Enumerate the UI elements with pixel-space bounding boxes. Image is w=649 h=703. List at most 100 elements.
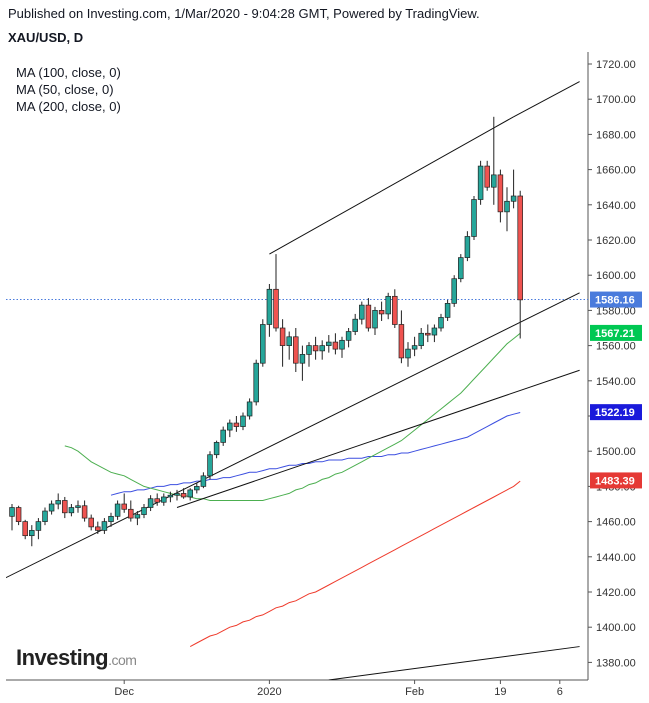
candle-body [141, 507, 147, 515]
candle-body [253, 362, 259, 403]
candle-body [352, 318, 358, 332]
candle-body [161, 496, 167, 503]
candle-body [75, 505, 81, 508]
price-tick-label: 1560.00 [596, 341, 636, 353]
candle-body [121, 503, 127, 510]
price-tick-label: 1420.00 [596, 587, 636, 599]
candle-body [286, 336, 292, 346]
logo-brand: Investing [16, 645, 109, 670]
trendline [269, 116, 514, 255]
candle-body [260, 324, 266, 364]
candle-body [134, 514, 141, 519]
trendline [176, 369, 580, 508]
candle-body [385, 295, 391, 315]
symbol-title: XAU/USD, D [8, 30, 84, 45]
candle-body [484, 165, 490, 188]
price-tick-label: 1500.00 [596, 446, 636, 458]
candle-body [174, 493, 180, 496]
candle-body [378, 310, 385, 315]
legend-ma100[interactable]: MA (100, close, 0) [16, 65, 121, 80]
candle-body [29, 530, 35, 537]
candle-body [365, 304, 372, 329]
candle-body [339, 339, 345, 350]
plot-area [6, 81, 588, 680]
price-tick-label: 1600.00 [596, 270, 636, 282]
time-tick-label: 6 [557, 686, 563, 698]
candle-body [114, 503, 121, 517]
candle-body [266, 288, 273, 325]
candle-body [425, 332, 431, 336]
candle-body [180, 493, 187, 498]
candle-body [81, 505, 88, 519]
published-header: Published on Investing.com, 1/Mar/2020 -… [8, 6, 480, 21]
candle-body [200, 475, 207, 487]
legend-ma200[interactable]: MA (200, close, 0) [16, 99, 121, 114]
candle-body [88, 517, 94, 528]
ma50-line [64, 332, 521, 501]
time-tick-label: Dec [114, 686, 134, 698]
candle-body [411, 345, 418, 350]
legend-ma50[interactable]: MA (50, close, 0) [16, 82, 114, 97]
ma200-line [189, 480, 521, 648]
candle-body [35, 521, 42, 531]
price-label-text: 1567.21 [595, 328, 635, 340]
candle-body [207, 454, 213, 477]
candle-body [444, 303, 451, 318]
time-tick-label: 2020 [257, 686, 281, 698]
candle-body [240, 415, 246, 427]
candle-body [279, 327, 286, 346]
candle-body [220, 429, 226, 443]
candle-body [154, 498, 160, 503]
price-label-badge [590, 291, 642, 308]
candle-body [418, 332, 424, 346]
candle-body [68, 507, 75, 514]
candle-body [438, 317, 444, 329]
candle-body [293, 336, 299, 364]
trendline [513, 81, 580, 118]
price-tick-label: 1580.00 [596, 305, 636, 317]
price-label-text: 1586.16 [595, 295, 635, 307]
candle-body [213, 442, 220, 456]
candle-body [306, 345, 312, 355]
price-label-badge [590, 324, 642, 341]
candle-body [22, 521, 28, 537]
ma100-line [110, 412, 521, 496]
candle-body [312, 345, 319, 352]
candle-body [273, 288, 279, 329]
candle-body [359, 304, 365, 320]
candle-body [477, 165, 484, 200]
candle-body [15, 507, 22, 522]
price-tick-label: 1640.00 [596, 200, 636, 212]
price-tick-label: 1620.00 [596, 235, 636, 247]
candle-body [392, 295, 398, 325]
price-tick-label: 1680.00 [596, 129, 636, 141]
candle-body [9, 507, 15, 517]
candle-body [108, 515, 114, 522]
candle-body [147, 498, 154, 508]
candle-body [504, 200, 510, 213]
candle-body [299, 354, 306, 364]
price-tick-label: 1660.00 [596, 165, 636, 177]
candle-body [233, 422, 240, 427]
candle-body [194, 486, 200, 491]
price-label-badge [590, 472, 642, 489]
price-tick-label: 1700.00 [596, 94, 636, 106]
trendline [6, 292, 580, 579]
investing-logo: Investing.com [16, 645, 137, 671]
candle-body [319, 345, 325, 352]
price-tick-label: 1460.00 [596, 517, 636, 529]
candle-body [246, 401, 253, 417]
price-tick-label: 1440.00 [596, 552, 636, 564]
price-tick-label: 1540.00 [596, 376, 636, 388]
candle-body [95, 526, 101, 531]
trendline [328, 646, 580, 680]
candle-body [458, 257, 464, 280]
candle-body [372, 310, 378, 329]
candle-body [464, 236, 471, 258]
candle-body [326, 341, 332, 346]
candle-body [471, 199, 477, 237]
candle-body [128, 508, 134, 519]
candle-body [398, 324, 405, 359]
candle-body [227, 422, 233, 431]
